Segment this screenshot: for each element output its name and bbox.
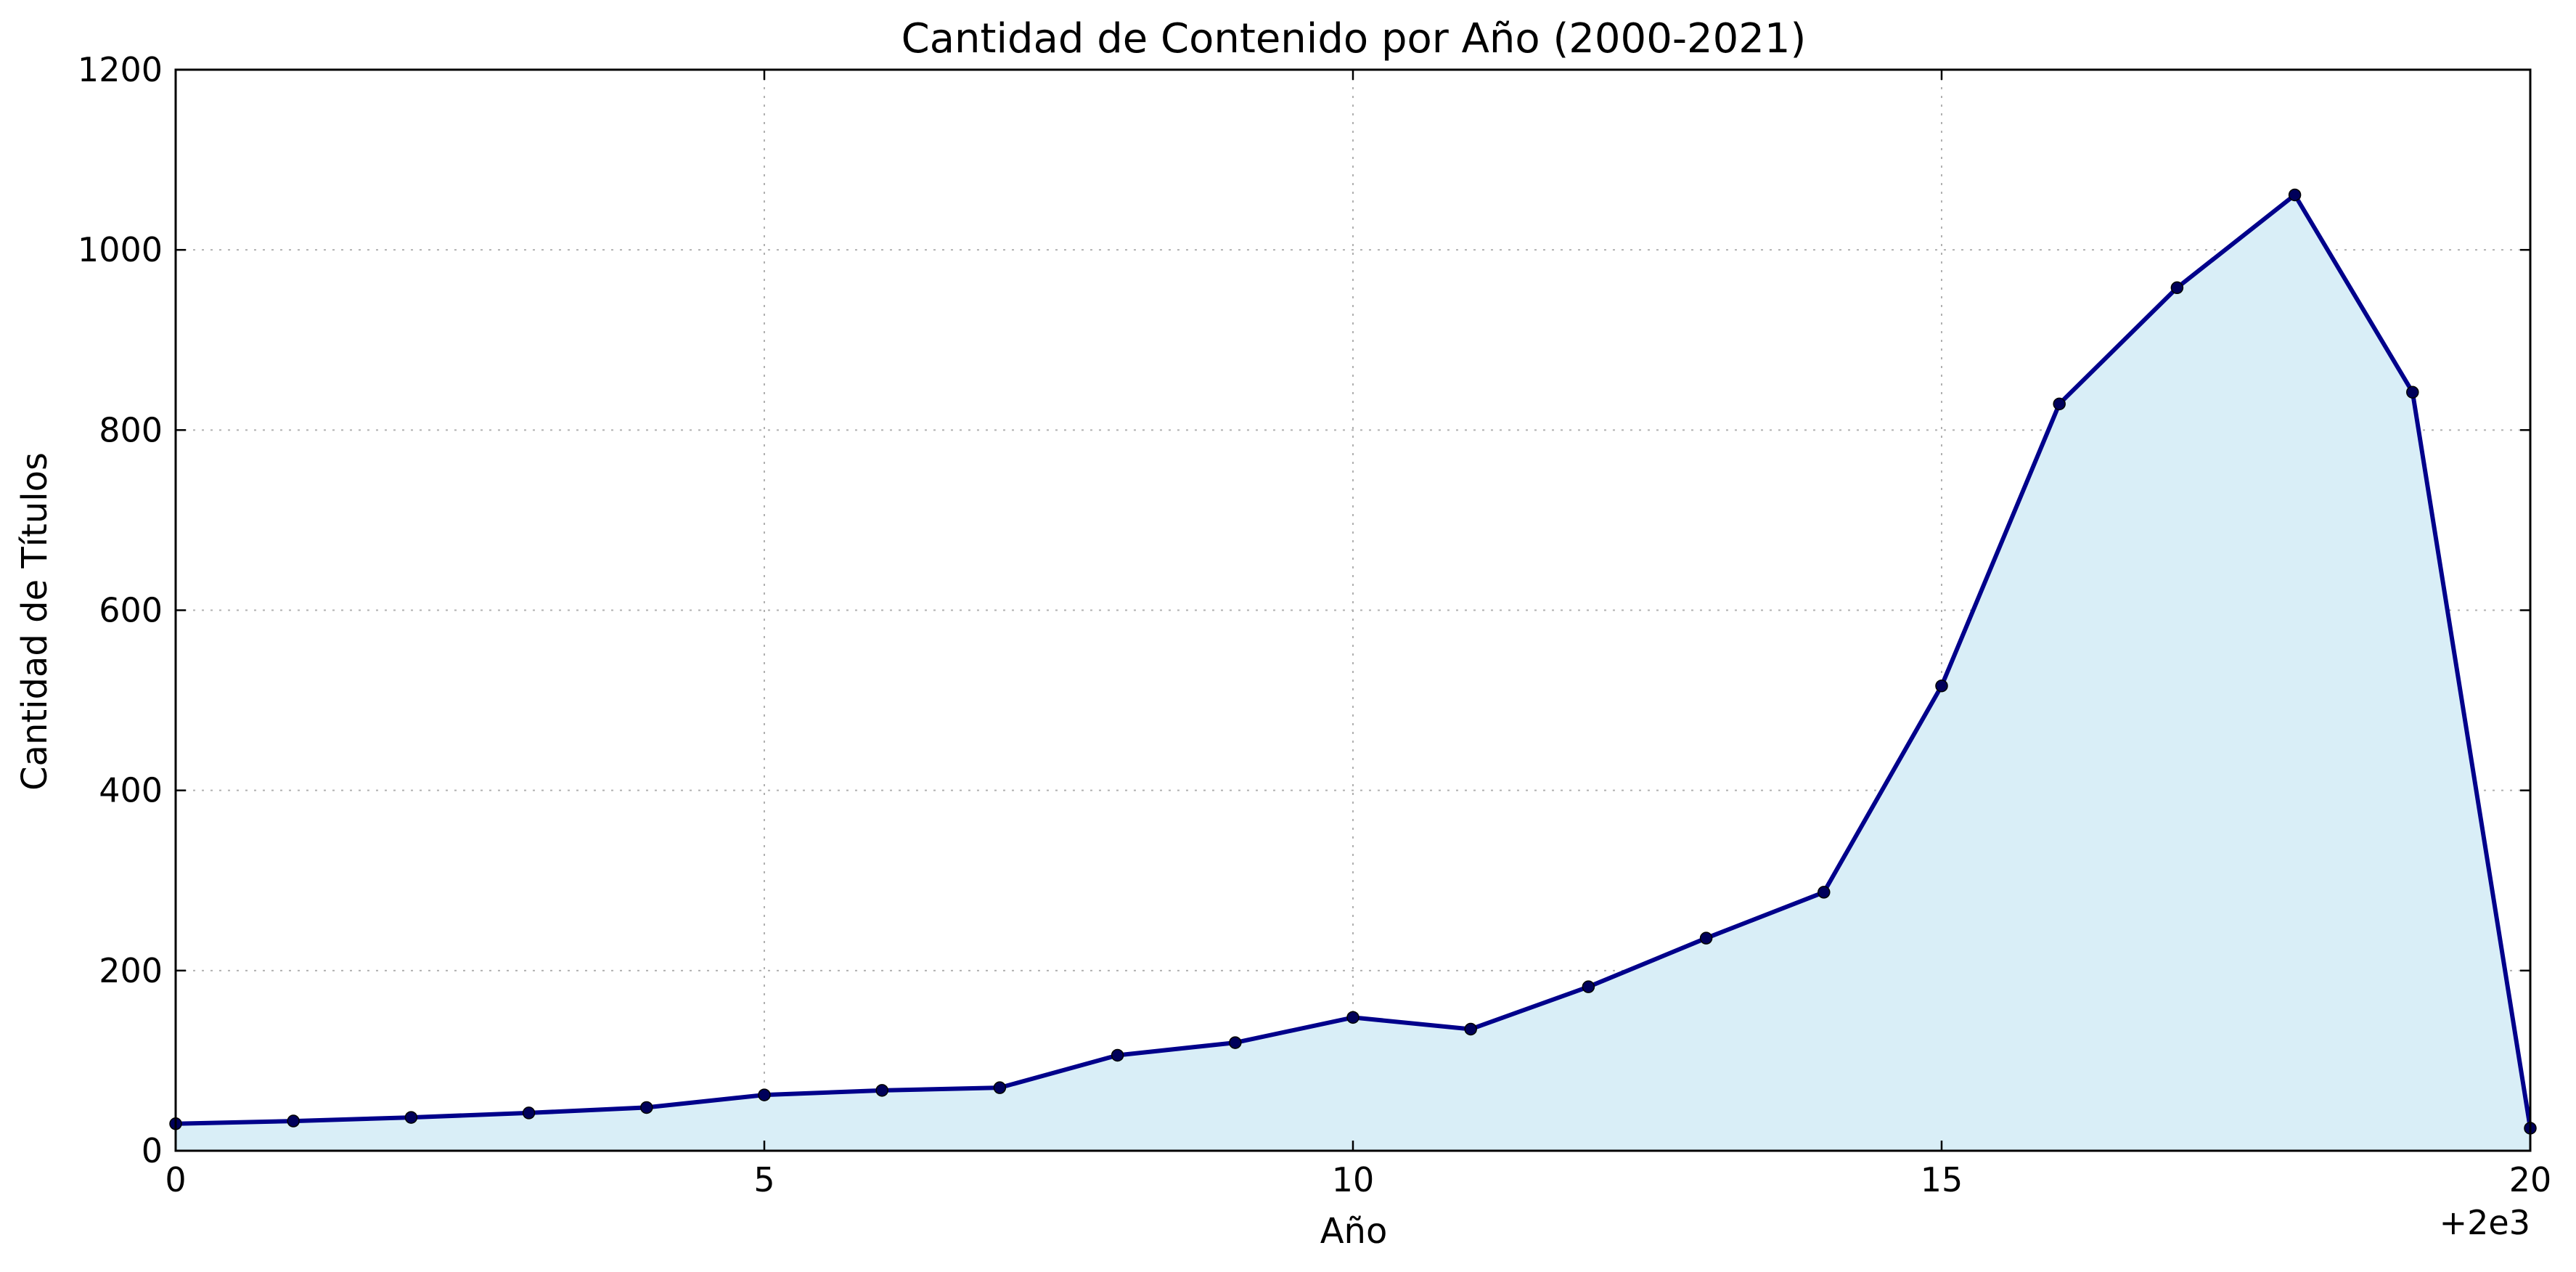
data-point xyxy=(1817,886,1831,899)
chart-title: Cantidad de Contenido por Año (2000-2021… xyxy=(901,15,1807,62)
x-tick-label: 5 xyxy=(753,1160,774,1199)
data-point xyxy=(1229,1036,1242,1049)
x-tick-labels: 0 5 10 15 20 xyxy=(165,1160,2551,1199)
y-tick-label: 400 xyxy=(99,771,163,810)
data-points xyxy=(169,188,2537,1135)
data-point xyxy=(522,1106,536,1120)
y-axis-label: Cantidad de Títulos xyxy=(15,452,55,791)
y-tick-label: 0 xyxy=(142,1131,163,1170)
y-tick-label: 200 xyxy=(99,951,163,990)
data-point xyxy=(1111,1048,1124,1062)
x-tick-label: 0 xyxy=(165,1160,186,1199)
area-fill xyxy=(176,195,2530,1151)
data-point xyxy=(1582,980,1595,993)
data-point xyxy=(640,1101,653,1114)
data-point xyxy=(2406,386,2419,399)
x-axis-label: Año xyxy=(1320,1211,1388,1252)
y-tick-label: 800 xyxy=(99,410,163,449)
x-tick-label: 10 xyxy=(1332,1160,1375,1199)
data-point xyxy=(2288,188,2302,202)
x-tick-label: 20 xyxy=(2509,1160,2552,1199)
data-point xyxy=(758,1088,771,1101)
data-point xyxy=(1464,1022,1477,1036)
y-tick-labels: 0 200 400 600 800 1000 1200 xyxy=(78,50,163,1170)
data-point xyxy=(1699,931,1713,945)
x-axis-offset-label: +2e3 xyxy=(2440,1203,2530,1242)
data-point xyxy=(875,1084,888,1097)
x-tick-label: 15 xyxy=(1921,1160,1963,1199)
plot-frame xyxy=(174,68,2532,1152)
y-tick-label: 1200 xyxy=(78,50,163,89)
data-point xyxy=(1935,679,1948,693)
y-tick-label: 600 xyxy=(99,591,163,630)
data-point xyxy=(404,1111,418,1124)
data-point xyxy=(993,1081,1007,1094)
data-point xyxy=(1346,1011,1359,1024)
y-tick-label: 1000 xyxy=(78,230,163,269)
data-point xyxy=(287,1114,300,1128)
data-point xyxy=(2170,281,2184,295)
data-point xyxy=(2053,397,2066,411)
